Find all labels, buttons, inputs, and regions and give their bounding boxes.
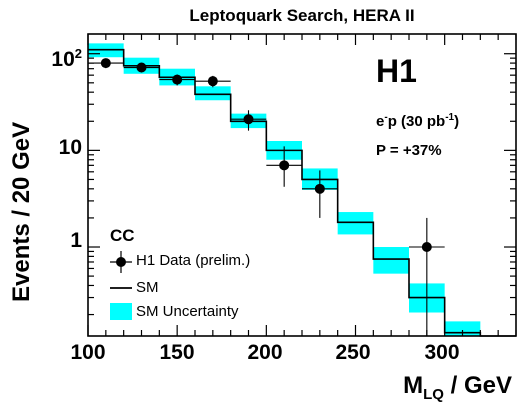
beam-charge: - [384, 112, 388, 123]
data-point [100, 58, 111, 69]
legend-uncertainty-swatch [110, 303, 132, 320]
polarization-annotation: P = +37% [376, 142, 442, 159]
beam-particle: e [376, 113, 385, 130]
legend-label-data: H1 Data (prelim.) [136, 252, 251, 269]
data-point [279, 160, 290, 171]
y-tick-exponent: 2 [74, 46, 82, 61]
sm-uncertainty-band [337, 212, 374, 235]
data-point [207, 76, 218, 87]
legend-label-sm: SM [136, 279, 159, 296]
chart-title: Leptoquark Search, HERA II [189, 6, 415, 25]
x-tick-label: 200 [247, 341, 283, 364]
lumi-exponent: -1 [445, 112, 455, 123]
sm-uncertainty-band [373, 247, 409, 274]
legend-header: CC [110, 226, 135, 245]
data-point [421, 242, 432, 253]
beam-lumi-annotation: e-p (30 pb-1) [376, 112, 459, 130]
data-point [314, 183, 325, 194]
x-tick-label: 100 [70, 341, 106, 364]
beam-close: ) [454, 113, 460, 130]
y-tick-label: 102 [22, 46, 82, 72]
beam-lumi: p (30 pb [387, 113, 446, 130]
legend-data-marker [116, 257, 126, 267]
x-tick-label: 250 [335, 341, 371, 364]
data-point [243, 114, 254, 125]
y-tick-label: 1 [70, 229, 82, 252]
experiment-label: H1 [376, 53, 417, 89]
x-tick-label: 300 [424, 341, 460, 364]
y-tick-base: 10 [51, 48, 75, 71]
x-axis-label: MLQ / GeV [403, 372, 512, 403]
x-axis-label-main: M [403, 372, 424, 399]
sm-uncertainty-band [195, 86, 231, 101]
y-tick-label: 10 [58, 136, 82, 159]
legend-label-uncertainty: SM Uncertainty [136, 303, 239, 320]
data-point [172, 74, 183, 85]
x-tick-label: 150 [159, 341, 195, 364]
data-point [136, 62, 147, 73]
x-axis-label-unit: / GeV [443, 372, 512, 399]
x-axis-label-sub: LQ [423, 385, 444, 403]
